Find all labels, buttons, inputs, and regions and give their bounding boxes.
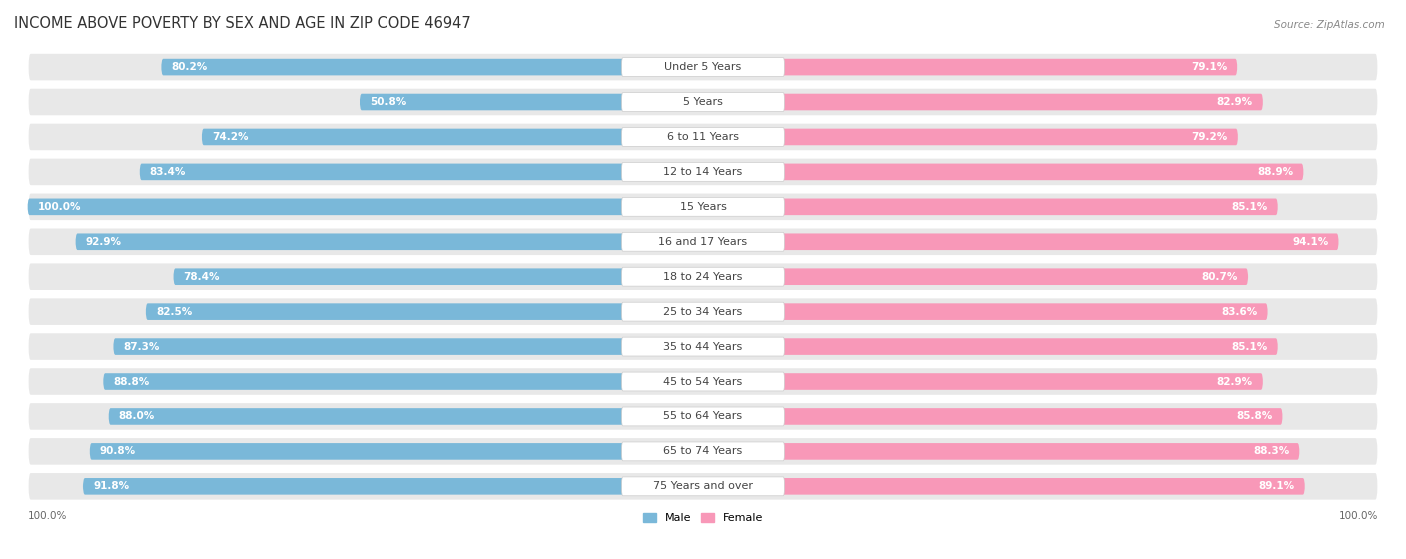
FancyBboxPatch shape — [90, 443, 703, 459]
FancyBboxPatch shape — [103, 373, 703, 390]
FancyBboxPatch shape — [28, 192, 1378, 221]
FancyBboxPatch shape — [28, 297, 1378, 326]
Text: 74.2%: 74.2% — [212, 132, 249, 142]
Text: 35 to 44 Years: 35 to 44 Years — [664, 342, 742, 352]
FancyBboxPatch shape — [621, 93, 785, 111]
FancyBboxPatch shape — [703, 198, 1278, 215]
FancyBboxPatch shape — [146, 304, 703, 320]
Text: 87.3%: 87.3% — [124, 342, 160, 352]
FancyBboxPatch shape — [28, 262, 1378, 291]
FancyBboxPatch shape — [83, 478, 703, 495]
Text: 85.8%: 85.8% — [1236, 411, 1272, 421]
Text: 82.9%: 82.9% — [1216, 377, 1253, 386]
Text: 82.5%: 82.5% — [156, 307, 193, 316]
FancyBboxPatch shape — [703, 129, 1237, 145]
FancyBboxPatch shape — [28, 228, 1378, 256]
FancyBboxPatch shape — [28, 332, 1378, 361]
FancyBboxPatch shape — [360, 94, 703, 110]
Text: 80.2%: 80.2% — [172, 62, 208, 72]
FancyBboxPatch shape — [703, 268, 1249, 285]
Text: 100.0%: 100.0% — [38, 202, 82, 212]
Text: 6 to 11 Years: 6 to 11 Years — [666, 132, 740, 142]
FancyBboxPatch shape — [162, 59, 703, 75]
Text: 79.1%: 79.1% — [1191, 62, 1227, 72]
Text: 88.3%: 88.3% — [1253, 447, 1289, 456]
FancyBboxPatch shape — [703, 373, 1263, 390]
Text: 55 to 64 Years: 55 to 64 Years — [664, 411, 742, 421]
Text: 12 to 14 Years: 12 to 14 Years — [664, 167, 742, 177]
FancyBboxPatch shape — [621, 267, 785, 286]
Text: 75 Years and over: 75 Years and over — [652, 481, 754, 491]
FancyBboxPatch shape — [703, 304, 1268, 320]
FancyBboxPatch shape — [703, 338, 1278, 355]
FancyBboxPatch shape — [28, 367, 1378, 396]
FancyBboxPatch shape — [621, 407, 785, 426]
Text: 89.1%: 89.1% — [1258, 481, 1295, 491]
Text: 83.4%: 83.4% — [150, 167, 186, 177]
FancyBboxPatch shape — [703, 59, 1237, 75]
Text: 91.8%: 91.8% — [93, 481, 129, 491]
Text: 25 to 34 Years: 25 to 34 Years — [664, 307, 742, 316]
FancyBboxPatch shape — [621, 127, 785, 146]
Text: Under 5 Years: Under 5 Years — [665, 62, 741, 72]
Text: INCOME ABOVE POVERTY BY SEX AND AGE IN ZIP CODE 46947: INCOME ABOVE POVERTY BY SEX AND AGE IN Z… — [14, 16, 471, 31]
Text: 79.2%: 79.2% — [1191, 132, 1227, 142]
FancyBboxPatch shape — [28, 158, 1378, 186]
Legend: Male, Female: Male, Female — [638, 508, 768, 528]
Text: 90.8%: 90.8% — [100, 447, 136, 456]
FancyBboxPatch shape — [621, 442, 785, 461]
FancyBboxPatch shape — [621, 163, 785, 181]
FancyBboxPatch shape — [202, 129, 703, 145]
FancyBboxPatch shape — [703, 443, 1299, 459]
Text: 50.8%: 50.8% — [370, 97, 406, 107]
FancyBboxPatch shape — [28, 472, 1378, 501]
FancyBboxPatch shape — [621, 337, 785, 356]
FancyBboxPatch shape — [28, 402, 1378, 431]
Text: 92.9%: 92.9% — [86, 237, 122, 247]
FancyBboxPatch shape — [703, 94, 1263, 110]
FancyBboxPatch shape — [621, 197, 785, 216]
FancyBboxPatch shape — [173, 268, 703, 285]
Text: 88.8%: 88.8% — [114, 377, 149, 386]
FancyBboxPatch shape — [28, 198, 703, 215]
Text: 88.0%: 88.0% — [118, 411, 155, 421]
FancyBboxPatch shape — [621, 233, 785, 251]
FancyBboxPatch shape — [28, 437, 1378, 466]
FancyBboxPatch shape — [621, 372, 785, 391]
FancyBboxPatch shape — [28, 88, 1378, 116]
Text: 18 to 24 Years: 18 to 24 Years — [664, 272, 742, 282]
Text: 82.9%: 82.9% — [1216, 97, 1253, 107]
FancyBboxPatch shape — [621, 302, 785, 321]
FancyBboxPatch shape — [703, 234, 1339, 250]
Text: 100.0%: 100.0% — [28, 511, 67, 522]
Text: 85.1%: 85.1% — [1232, 342, 1268, 352]
Text: 85.1%: 85.1% — [1232, 202, 1268, 212]
Text: 45 to 54 Years: 45 to 54 Years — [664, 377, 742, 386]
FancyBboxPatch shape — [114, 338, 703, 355]
Text: 80.7%: 80.7% — [1202, 272, 1237, 282]
FancyBboxPatch shape — [703, 478, 1305, 495]
FancyBboxPatch shape — [76, 234, 703, 250]
Text: 94.1%: 94.1% — [1292, 237, 1329, 247]
Text: 15 Years: 15 Years — [679, 202, 727, 212]
Text: 5 Years: 5 Years — [683, 97, 723, 107]
Text: 16 and 17 Years: 16 and 17 Years — [658, 237, 748, 247]
Text: 83.6%: 83.6% — [1222, 307, 1257, 316]
Text: 100.0%: 100.0% — [1339, 511, 1378, 522]
Text: 65 to 74 Years: 65 to 74 Years — [664, 447, 742, 456]
FancyBboxPatch shape — [139, 164, 703, 180]
Text: Source: ZipAtlas.com: Source: ZipAtlas.com — [1274, 20, 1385, 30]
FancyBboxPatch shape — [703, 408, 1282, 425]
FancyBboxPatch shape — [28, 53, 1378, 82]
Text: 88.9%: 88.9% — [1257, 167, 1294, 177]
FancyBboxPatch shape — [621, 477, 785, 496]
FancyBboxPatch shape — [621, 58, 785, 77]
FancyBboxPatch shape — [703, 164, 1303, 180]
Text: 78.4%: 78.4% — [184, 272, 221, 282]
FancyBboxPatch shape — [28, 122, 1378, 151]
FancyBboxPatch shape — [108, 408, 703, 425]
